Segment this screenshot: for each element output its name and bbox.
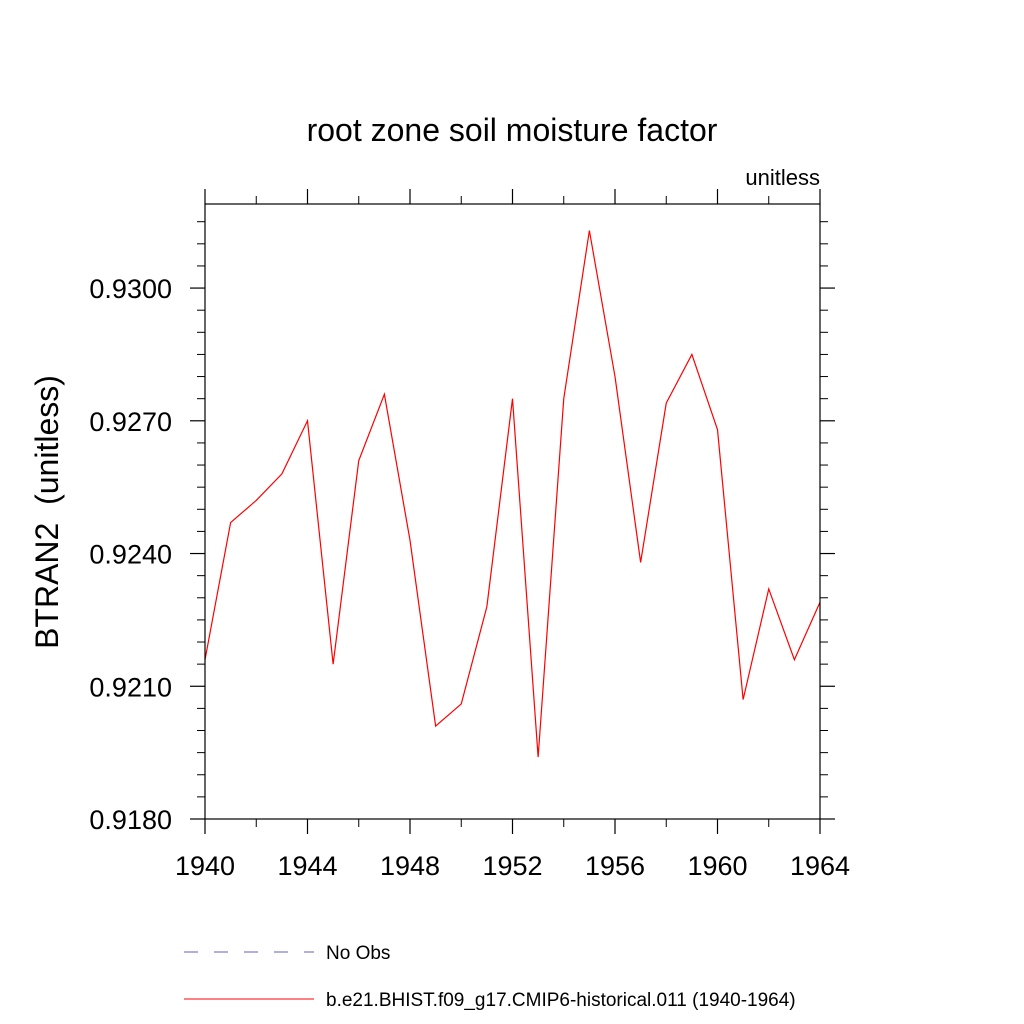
legend-label: No Obs bbox=[326, 943, 390, 964]
legend-label: b.e21.BHIST.f09_g17.CMIP6-historical.011… bbox=[326, 990, 796, 1011]
series-line bbox=[204, 230, 821, 758]
x-tick-label: 1956 bbox=[585, 851, 645, 881]
y-axis-label: BTRAN2 (unitless) bbox=[29, 375, 65, 649]
plot-frame bbox=[204, 203, 821, 820]
chart-title: root zone soil moisture factor bbox=[307, 112, 718, 148]
x-tick-label: 1940 bbox=[175, 851, 235, 881]
x-tick-label: 1952 bbox=[482, 851, 542, 881]
y-tick-label: 0.9240 bbox=[89, 540, 172, 570]
y-tick-label: 0.9300 bbox=[89, 274, 172, 304]
legend: No Obs b.e21.BHIST.f09_g17.CMIP6-historic… bbox=[184, 943, 796, 1011]
x-tick-label: 1960 bbox=[687, 851, 747, 881]
units-label: unitless bbox=[745, 165, 820, 190]
series-layer bbox=[204, 230, 821, 758]
x-tick-label: 1948 bbox=[380, 851, 440, 881]
y-tick-label: 0.9270 bbox=[89, 407, 172, 437]
axis-tick-labels: 1940 1944 1948 1952 1956 1960 1964 0.9180 0.9210… bbox=[89, 274, 850, 881]
x-tick-label: 1944 bbox=[277, 851, 337, 881]
y-tick-label: 0.9210 bbox=[89, 672, 172, 702]
y-tick-label: 0.9180 bbox=[89, 805, 172, 835]
x-tick-label: 1964 bbox=[790, 851, 850, 881]
axis-ticks bbox=[190, 189, 835, 834]
